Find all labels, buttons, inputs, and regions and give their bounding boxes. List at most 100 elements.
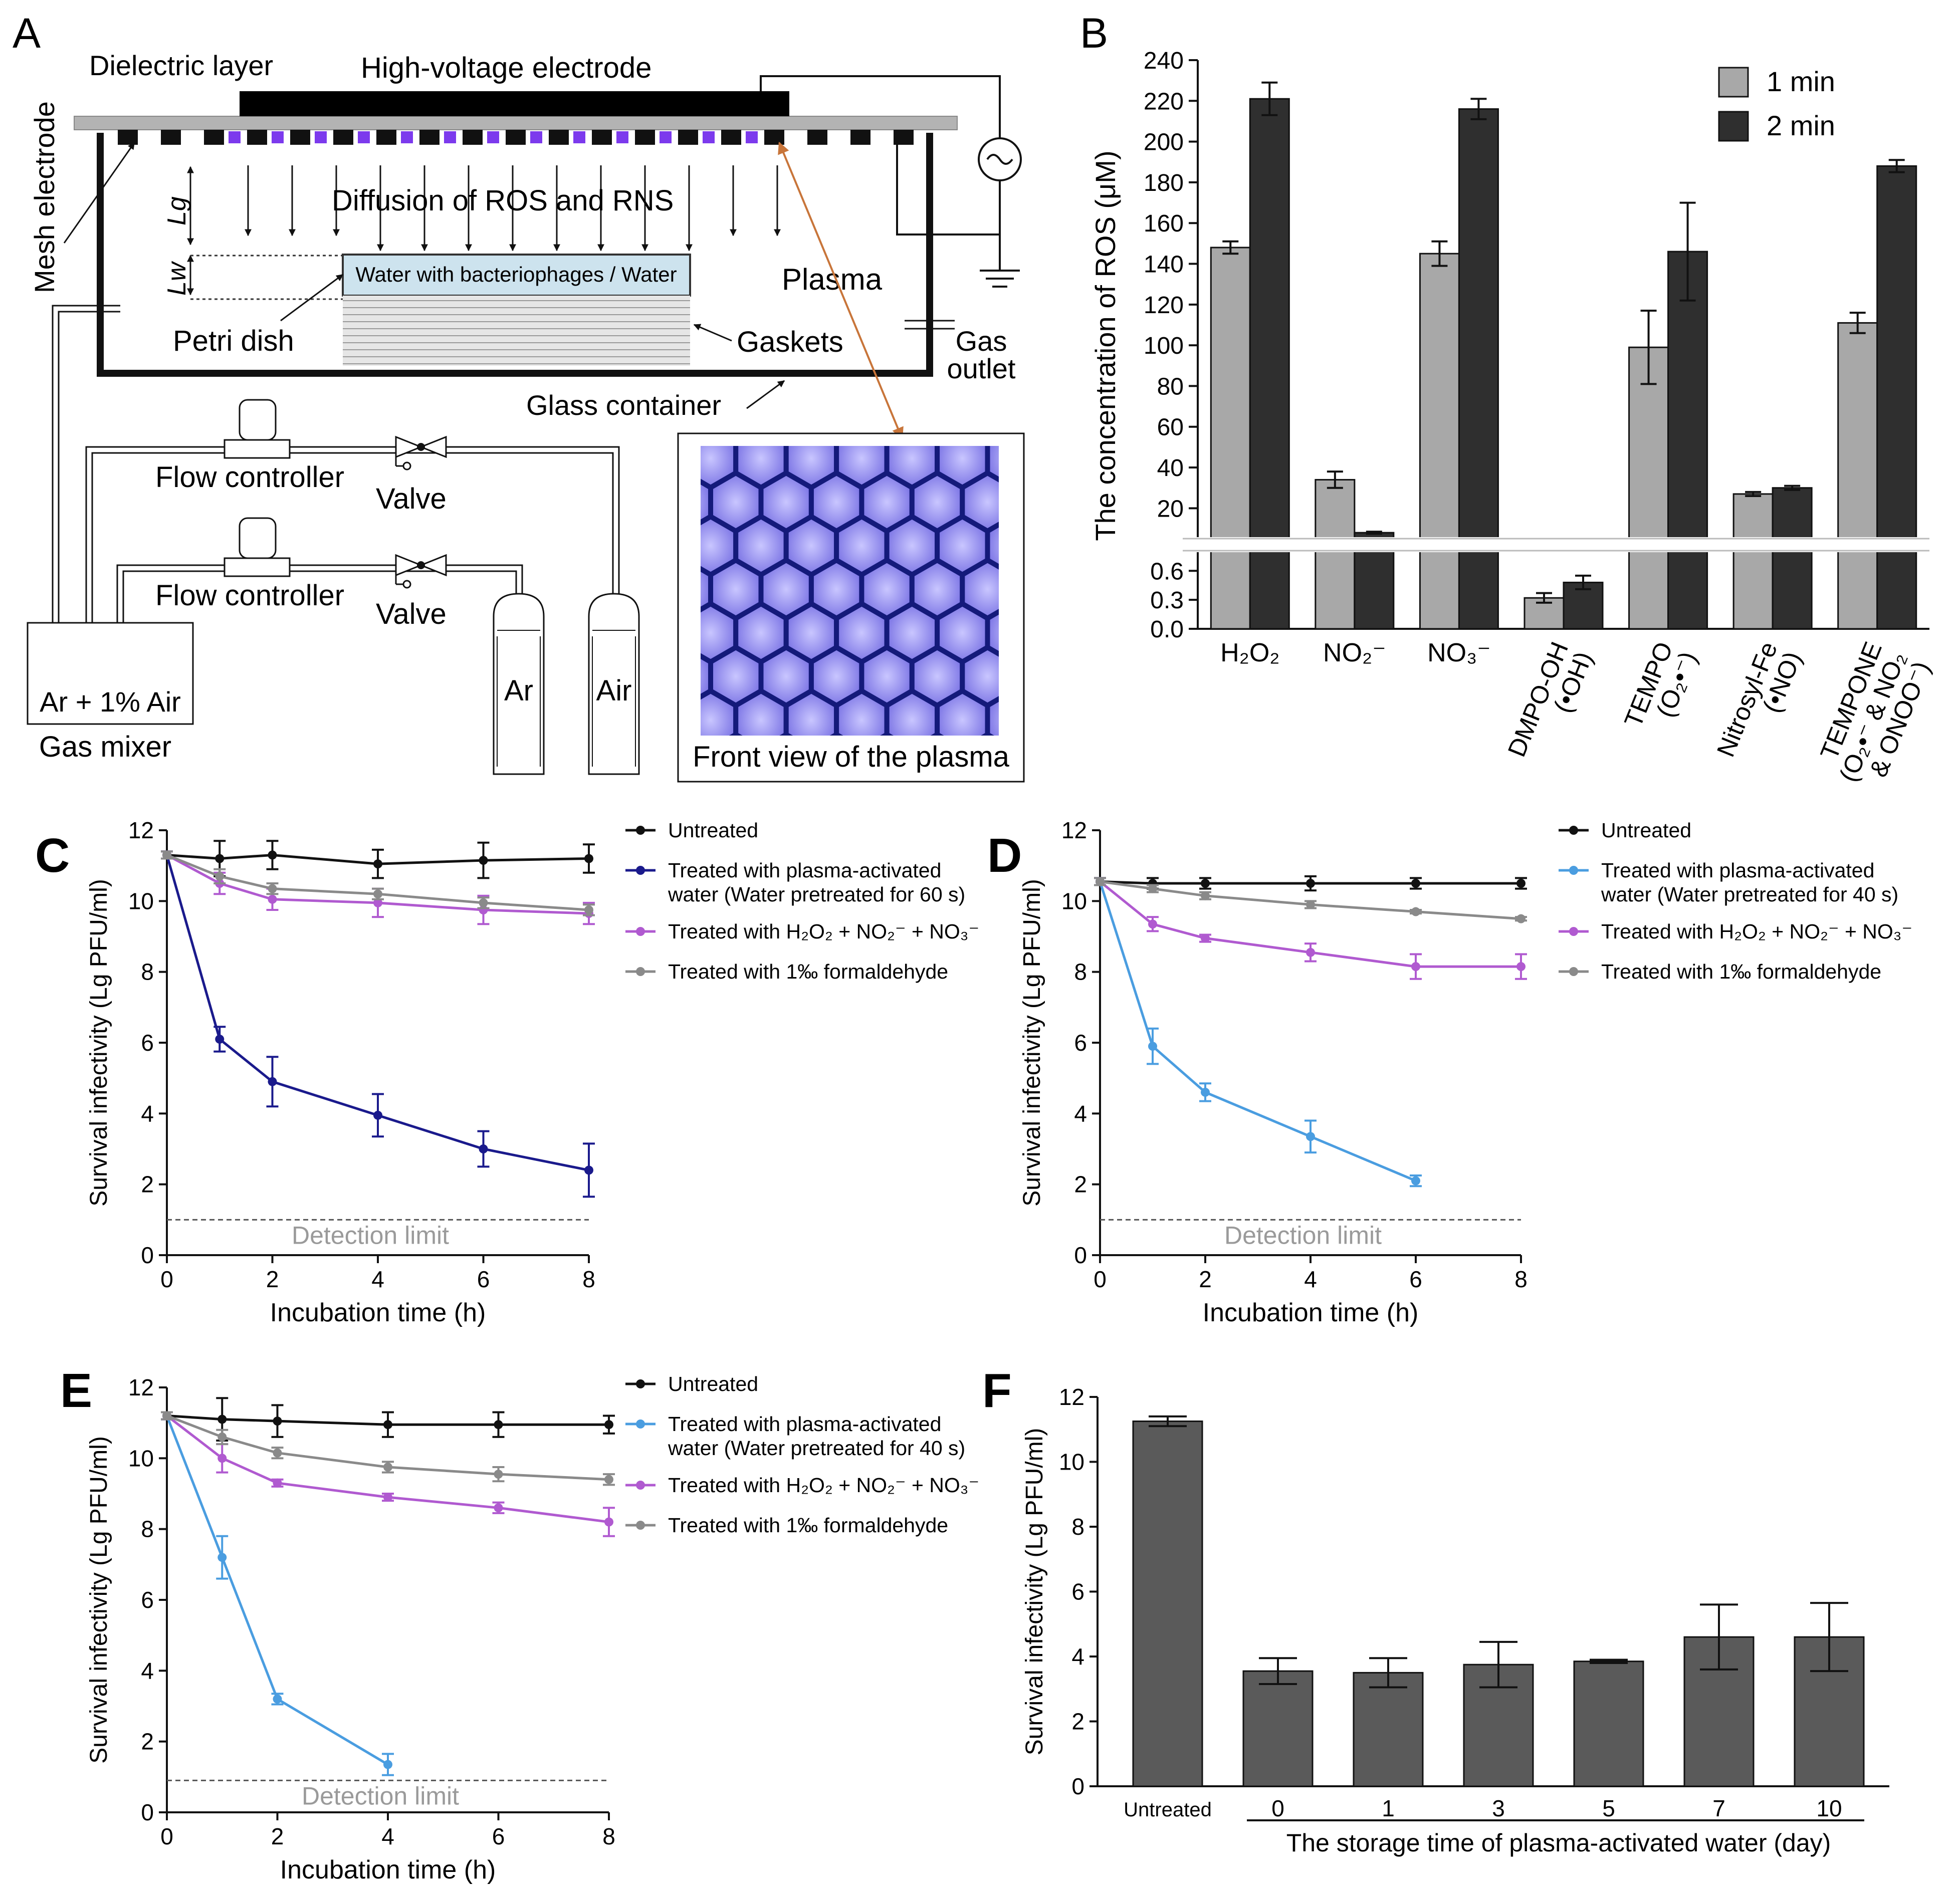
y-axis-label: The concentration of ROS (μM) (1090, 150, 1121, 541)
data-point (373, 889, 382, 899)
series-line (166, 853, 589, 865)
data-point (1411, 879, 1420, 888)
data-point (479, 1144, 488, 1153)
data-point (273, 1448, 282, 1458)
mesh-segment (592, 130, 612, 145)
data-point (268, 894, 277, 904)
y-tick-label: 2 (141, 1171, 154, 1198)
mesh-plasma-glow (315, 131, 327, 143)
y-tick-label: 10 (128, 888, 154, 914)
y-tick-label: 2 (1074, 1171, 1087, 1198)
mesh-segment (549, 130, 569, 145)
data-point (273, 1478, 282, 1488)
y-tick-label: 0 (1071, 1773, 1084, 1799)
valve-2[interactable]: Valve (376, 554, 447, 630)
data-point (1148, 919, 1157, 929)
y-tick-label: 0.3 (1150, 587, 1184, 614)
cylinder-detail (497, 630, 541, 767)
mesh-segment (118, 130, 138, 145)
axis-break-gap (1183, 537, 1929, 552)
data-point (383, 1493, 392, 1502)
panel-letter-a: A (13, 10, 41, 57)
x-axis-label: The storage time of plasma-activated wat… (1286, 1829, 1831, 1857)
mesh-segment (764, 130, 784, 145)
legend-marker (636, 1521, 645, 1530)
mesh-plasma-glow (358, 131, 370, 143)
detection-limit-label: Detection limit (1224, 1221, 1382, 1249)
flow-controller-body (224, 439, 291, 459)
dielectric-layer-label: Dielectric layer (89, 50, 273, 81)
x-tick-label: DMPO-OH(•OH) (1502, 638, 1598, 771)
dimension-guides (190, 255, 343, 300)
panel-letter-c: C (35, 829, 70, 882)
series-line (165, 854, 589, 1171)
valve-1[interactable]: Valve (376, 435, 447, 515)
x-tick-label: Nitrosyl-Fe(•NO) (1711, 638, 1807, 771)
data-point (215, 871, 225, 881)
x-tick-label: 2 (1199, 1266, 1212, 1292)
mesh-segment (376, 130, 396, 145)
legend-marker (636, 1379, 645, 1388)
flow-controller-body (224, 557, 291, 577)
water-layer (342, 254, 691, 297)
mesh-plasma-glow (401, 131, 413, 143)
flow-controller-head (239, 517, 277, 559)
flow-controller-label-2: Flow controller (155, 579, 344, 612)
data-point (479, 898, 488, 907)
ar-cylinder: Ar (493, 593, 545, 775)
hv-electrode-label: High-voltage electrode (361, 52, 651, 84)
mesh-plasma-glow (487, 131, 499, 143)
legend-label: Treated with H₂O₂ + NO₂⁻ + NO₃⁻ (668, 1474, 979, 1497)
flow-controller-2[interactable]: Flow controller (155, 517, 344, 612)
y-axis-label: Survival infectivity (Lg PFU/ml) (86, 1436, 112, 1763)
mesh-electrode-label: Mesh electrode (29, 101, 60, 293)
cylinder-detail (592, 630, 636, 767)
flow-controller-label-1: Flow controller (155, 461, 344, 494)
flow-controller-1[interactable]: Flow controller (155, 399, 344, 494)
gaskets (343, 296, 690, 366)
data-point (373, 859, 382, 869)
x-tick-label: 4 (381, 1823, 394, 1849)
series-line (1100, 880, 1521, 920)
y-tick-label: 200 (1144, 129, 1184, 156)
data-point (479, 856, 488, 865)
inlet-pipe (52, 305, 120, 623)
y-tick-label: 6 (141, 1587, 154, 1613)
legend-marker (1569, 967, 1578, 976)
panel-letter-e: E (60, 1364, 92, 1417)
legend-label: Treated with plasma-activated (1601, 859, 1874, 882)
y-axis-label: Survival infectivity (Lg PFU/ml) (1019, 879, 1045, 1206)
ar-pipe (116, 564, 523, 623)
outlet-label: outlet (947, 353, 1016, 384)
y-tick-label: 160 (1144, 210, 1184, 237)
mesh-plasma-glow (573, 131, 585, 143)
y-tick-label: 4 (141, 1657, 154, 1684)
legend-label: Untreated (668, 819, 758, 842)
x-tick-label: H₂O₂ (1220, 638, 1279, 667)
x-tick-label: NO₂⁻ (1323, 638, 1386, 667)
legend-marker (636, 826, 645, 835)
y-tick-label: 10 (128, 1445, 154, 1471)
y-axis-label: Survival infectivity (Lg PFU/ml) (1021, 1428, 1048, 1755)
y-tick-label: 0 (1074, 1242, 1087, 1268)
series-line (1099, 880, 1521, 968)
y-tick-label: 4 (1071, 1643, 1084, 1670)
gaskets-label: Gaskets (737, 326, 843, 358)
x-tick-label: 0 (160, 1823, 173, 1849)
y-axis-label: Survival infectivity (Lg PFU/ml) (86, 879, 112, 1206)
x-tick-label: 8 (1514, 1266, 1528, 1292)
ac-wave (986, 154, 1013, 165)
y-tick-label: 8 (141, 959, 154, 985)
bar (1837, 322, 1878, 630)
legend-label: 1 min (1767, 66, 1835, 97)
glass-container-label: Glass container (526, 389, 721, 421)
x-tick-label: 5 (1602, 1795, 1615, 1821)
legend-label: Treated with 1‰ formaldehyde (668, 960, 948, 983)
data-point (215, 1034, 225, 1044)
data-point (217, 1432, 227, 1442)
x-tick-label: 0 (160, 1266, 173, 1292)
x-tick-label: 0 (1271, 1795, 1284, 1821)
x-tick-label: TEMPO(O₂•⁻) (1619, 638, 1702, 741)
bar (1210, 247, 1251, 630)
